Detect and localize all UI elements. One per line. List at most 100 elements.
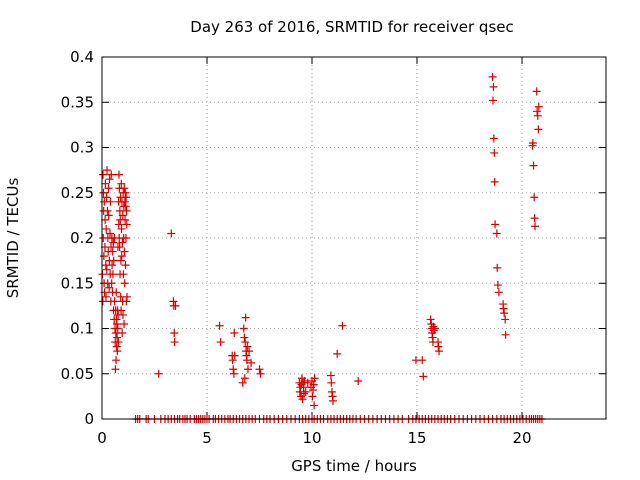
data-point xyxy=(118,238,127,247)
data-point xyxy=(122,292,131,301)
data-point xyxy=(118,329,127,338)
data-point xyxy=(327,387,336,396)
data-point xyxy=(115,170,124,179)
x-tick-label: 5 xyxy=(202,429,212,447)
data-point xyxy=(229,365,238,374)
x-tick-label: 10 xyxy=(302,429,321,447)
data-point xyxy=(354,376,363,385)
data-point xyxy=(119,270,128,279)
data-point xyxy=(333,349,342,358)
data-point xyxy=(489,82,498,91)
y-tick-label: 0.05 xyxy=(61,365,94,383)
data-point xyxy=(238,378,247,387)
plot-border xyxy=(101,56,607,420)
data-point xyxy=(98,297,107,306)
data-point xyxy=(103,206,112,215)
data-points xyxy=(98,72,546,423)
data-point xyxy=(115,206,124,215)
data-point xyxy=(338,321,347,330)
data-point xyxy=(430,324,439,333)
data-point xyxy=(121,234,130,242)
data-point xyxy=(531,222,540,231)
data-point xyxy=(327,378,336,387)
data-point xyxy=(434,342,443,351)
x-tick-labels: 0 5 10 15 20 xyxy=(97,429,531,447)
data-point xyxy=(116,256,125,265)
grid-lines xyxy=(102,57,606,419)
data-point xyxy=(113,347,122,356)
data-point xyxy=(215,321,224,330)
data-point xyxy=(488,72,497,81)
data-point xyxy=(326,371,335,380)
y-tick-label: 0.2 xyxy=(70,229,94,247)
data-point xyxy=(533,111,542,120)
y-axis-title: SRMTID / TECUs xyxy=(4,178,22,299)
data-point xyxy=(530,193,539,202)
data-point xyxy=(108,247,117,256)
data-point xyxy=(310,401,319,410)
data-point xyxy=(102,224,111,233)
data-point xyxy=(102,193,111,202)
data-point xyxy=(107,279,116,288)
data-point xyxy=(101,179,110,188)
data-point xyxy=(256,369,265,378)
data-point xyxy=(120,247,129,256)
x-tick-label: 20 xyxy=(512,429,531,447)
data-point xyxy=(114,338,123,347)
data-point xyxy=(119,310,127,319)
data-point xyxy=(300,389,309,398)
data-point xyxy=(154,369,163,378)
data-point xyxy=(534,102,543,111)
data-point xyxy=(329,396,337,405)
data-point xyxy=(501,315,510,324)
data-point xyxy=(490,148,499,157)
data-point xyxy=(228,356,237,365)
data-point xyxy=(528,138,537,147)
data-point xyxy=(255,365,264,374)
data-point xyxy=(121,202,130,211)
data-point xyxy=(230,351,239,360)
data-point xyxy=(109,238,118,247)
data-point xyxy=(216,338,225,347)
data-point xyxy=(301,387,310,396)
data-point xyxy=(419,372,428,381)
data-point xyxy=(533,107,542,116)
data-point xyxy=(242,356,251,365)
data-point xyxy=(99,252,108,261)
data-point xyxy=(493,281,502,290)
data-point xyxy=(121,215,130,224)
data-point xyxy=(499,304,508,313)
data-point xyxy=(120,184,129,193)
data-point xyxy=(230,329,239,338)
data-point xyxy=(120,279,129,288)
chart-title: Day 263 of 2016, SRMTID for receiver qse… xyxy=(190,18,513,36)
y-tick-label: 0.25 xyxy=(61,184,94,202)
data-point xyxy=(492,229,501,238)
data-point xyxy=(532,87,541,96)
data-point xyxy=(243,342,252,351)
y-tick-label: 0.3 xyxy=(70,139,94,157)
data-point xyxy=(171,301,180,310)
data-point xyxy=(117,179,126,188)
data-point xyxy=(112,319,121,328)
data-point xyxy=(534,125,543,134)
x-tick-label: 0 xyxy=(97,429,107,447)
data-point xyxy=(105,229,114,238)
data-point xyxy=(170,329,179,338)
data-point xyxy=(107,170,116,179)
y-tick-label: 0.4 xyxy=(70,48,94,66)
data-point xyxy=(113,324,122,333)
data-point xyxy=(103,166,112,175)
y-tick-label: 0.15 xyxy=(61,274,94,292)
data-point xyxy=(493,263,502,272)
data-point xyxy=(240,333,249,342)
data-point xyxy=(107,243,116,252)
data-point xyxy=(108,270,117,279)
y-tick-label: 0.35 xyxy=(61,93,94,111)
data-point xyxy=(245,347,253,356)
data-point xyxy=(111,365,120,374)
data-point xyxy=(298,395,307,404)
data-point xyxy=(104,184,113,193)
data-point xyxy=(229,369,238,378)
data-point xyxy=(99,188,108,197)
